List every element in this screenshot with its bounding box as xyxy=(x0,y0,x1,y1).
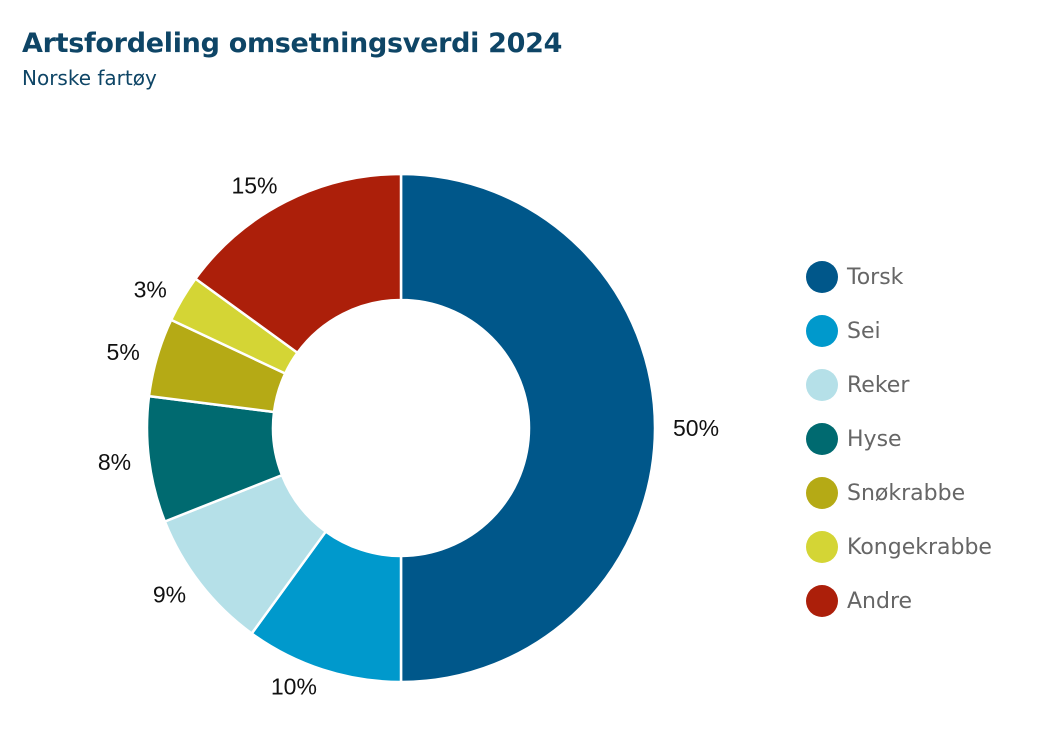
data-label: 5% xyxy=(107,339,140,365)
legend: Torsk Sei Reker Hyse Snøkrabbe Kongekrabbe And… xyxy=(806,250,992,628)
legend-swatch xyxy=(806,423,838,455)
legend-item: Reker xyxy=(806,358,992,412)
data-label: 10% xyxy=(271,674,317,700)
legend-label: Andre xyxy=(847,588,913,614)
chart-subtitle: Norske fartøy xyxy=(22,66,157,90)
legend-label: Sei xyxy=(847,318,881,344)
data-label: 3% xyxy=(134,277,167,303)
legend-label: Kongekrabbe xyxy=(847,534,992,560)
legend-item: Andre xyxy=(806,574,992,628)
legend-swatch xyxy=(806,531,838,563)
legend-item: Sei xyxy=(806,304,992,358)
legend-label: Hyse xyxy=(847,426,902,452)
legend-swatch xyxy=(806,369,838,401)
chart-title: Artsfordeling omsetningsverdi 2024 xyxy=(22,28,563,59)
data-label: 15% xyxy=(231,173,277,199)
slice-andre xyxy=(193,172,403,355)
data-label: 50% xyxy=(673,415,719,441)
legend-item: Hyse xyxy=(806,412,992,466)
legend-label: Torsk xyxy=(847,264,904,290)
legend-item: Torsk xyxy=(806,250,992,304)
legend-item: Snøkrabbe xyxy=(806,466,992,520)
legend-item: Kongekrabbe xyxy=(806,520,992,574)
legend-swatch xyxy=(806,315,838,347)
legend-swatch xyxy=(806,585,838,617)
slice-torsk xyxy=(399,172,657,684)
legend-label: Snøkrabbe xyxy=(847,480,966,506)
data-label: 8% xyxy=(98,449,131,475)
data-label: 9% xyxy=(153,582,186,608)
legend-swatch xyxy=(806,477,838,509)
legend-swatch xyxy=(806,261,838,293)
legend-label: Reker xyxy=(847,372,910,398)
